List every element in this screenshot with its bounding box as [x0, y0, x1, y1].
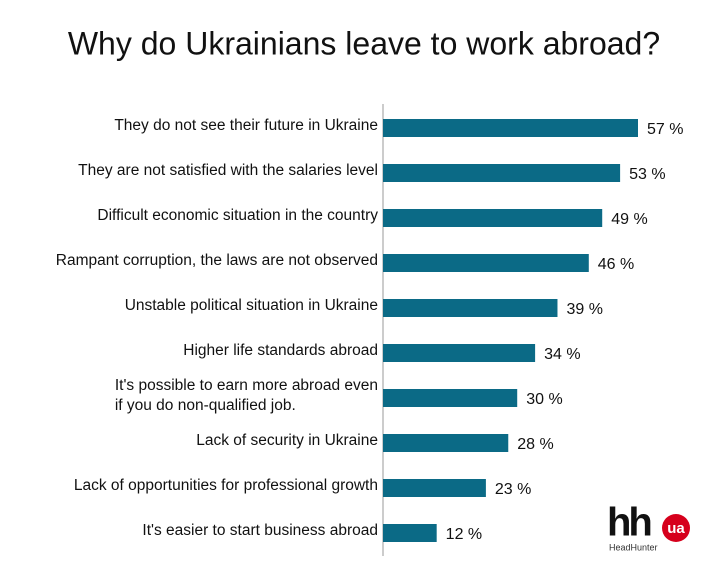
category-label: It's easier to start business abroad	[142, 522, 378, 539]
bar	[383, 209, 603, 227]
value-label: 28 %	[517, 436, 553, 453]
category-label: Higher life standards abroad	[183, 342, 378, 359]
logo-badge-circle	[662, 514, 690, 542]
value-label: 46 %	[598, 256, 634, 273]
bar	[383, 164, 621, 182]
bar	[383, 119, 638, 137]
bar	[383, 254, 589, 272]
bar	[383, 434, 509, 452]
category-label: It's possible to earn more abroad even i…	[114, 377, 378, 414]
category-label: Rampant corruption, the laws are not obs…	[55, 252, 378, 269]
logo-badge: ua	[667, 520, 685, 537]
value-label: 23 %	[495, 481, 531, 498]
bar	[383, 524, 437, 542]
bar	[383, 389, 518, 407]
chart-title: Why do Ukrainians leave to work abroad?	[68, 25, 660, 61]
value-label: 12 %	[446, 526, 482, 543]
logo-mark: hh	[607, 501, 650, 545]
category-label: They are not satisfied with the salaries…	[78, 162, 378, 179]
value-label: 53 %	[629, 166, 665, 183]
category-label: They do not see their future in Ukraine	[114, 117, 378, 134]
category-label: Lack of opportunities for professional g…	[73, 477, 378, 494]
value-label: 39 %	[566, 301, 602, 318]
value-label: 49 %	[611, 211, 647, 228]
bar	[383, 479, 486, 497]
logo-name: HeadHunter	[609, 542, 658, 552]
bar	[383, 344, 536, 362]
value-label: 34 %	[544, 346, 580, 363]
value-label: 57 %	[647, 121, 683, 138]
category-label: Unstable political situation in Ukraine	[124, 297, 378, 314]
category-label: Difficult economic situation in the coun…	[97, 207, 378, 224]
category-label: Lack of security in Ukraine	[196, 432, 378, 449]
value-label: 30 %	[526, 391, 562, 408]
bar	[383, 299, 558, 317]
